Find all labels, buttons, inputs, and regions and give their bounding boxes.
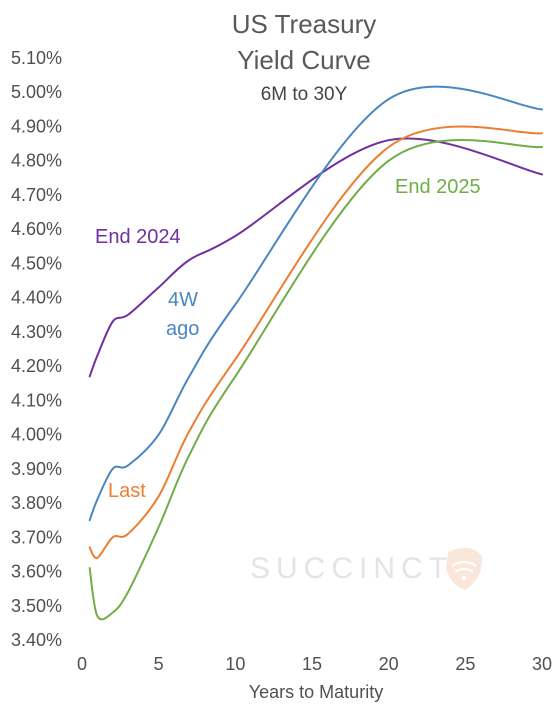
x-tick-label: 0 — [77, 654, 87, 674]
x-axis-ticks: 0 5 10 15 20 25 30 — [77, 654, 552, 674]
series-label-end-2024: End 2024 — [95, 226, 181, 248]
y-tick-label: 4.40% — [11, 288, 62, 308]
series-line-end-2025 — [88, 138, 543, 621]
watermark-logo-icon — [446, 547, 483, 590]
y-tick-label: 4.20% — [11, 356, 62, 376]
chart-title-line2: Yield Curve — [237, 45, 370, 75]
y-axis-ticks: 3.40% 3.50% 3.60% 3.70% 3.80% 3.90% 4.00% 4.10%… — [11, 48, 62, 650]
chart-title-line1: US Treasury — [232, 9, 377, 39]
y-tick-label: 3.60% — [11, 562, 62, 582]
y-tick-label: 4.00% — [11, 425, 62, 445]
y-tick-label: 4.10% — [11, 390, 62, 410]
x-tick-label: 25 — [455, 654, 475, 674]
y-tick-label: 4.30% — [11, 322, 62, 342]
y-tick-label: 5.00% — [11, 82, 62, 102]
series-label-4w-ago-line2: ago — [166, 318, 199, 340]
series-label-end-2025: End 2025 — [395, 176, 481, 198]
y-tick-label: 4.60% — [11, 219, 62, 239]
y-tick-label: 3.50% — [11, 596, 62, 616]
y-tick-label: 3.70% — [11, 527, 62, 547]
y-tick-label: 4.80% — [11, 151, 62, 171]
x-tick-label: 10 — [225, 654, 245, 674]
x-tick-label: 15 — [302, 654, 322, 674]
y-tick-label: 4.70% — [11, 185, 62, 205]
y-tick-label: 3.90% — [11, 459, 62, 479]
watermark-text: SUCCINCT — [250, 552, 453, 585]
x-tick-label: 20 — [379, 654, 399, 674]
chart-subtitle: 6M to 30Y — [261, 84, 348, 105]
y-tick-label: 3.40% — [11, 630, 62, 650]
series-line-4w-ago — [88, 85, 543, 522]
watermark: SUCCINCT — [250, 547, 483, 590]
series-lines — [88, 85, 543, 621]
series-line-end-2024 — [88, 137, 543, 378]
series-line-last — [88, 125, 543, 559]
x-axis-title: Years to Maturity — [249, 682, 383, 702]
y-tick-label: 4.90% — [11, 116, 62, 136]
series-label-last: Last — [108, 480, 146, 502]
x-tick-label: 5 — [154, 654, 164, 674]
y-tick-label: 4.50% — [11, 253, 62, 273]
x-tick-label: 30 — [532, 654, 552, 674]
series-label-4w-ago-line1: 4W — [168, 289, 198, 311]
y-tick-label: 3.80% — [11, 493, 62, 513]
y-tick-label: 5.10% — [11, 48, 62, 68]
